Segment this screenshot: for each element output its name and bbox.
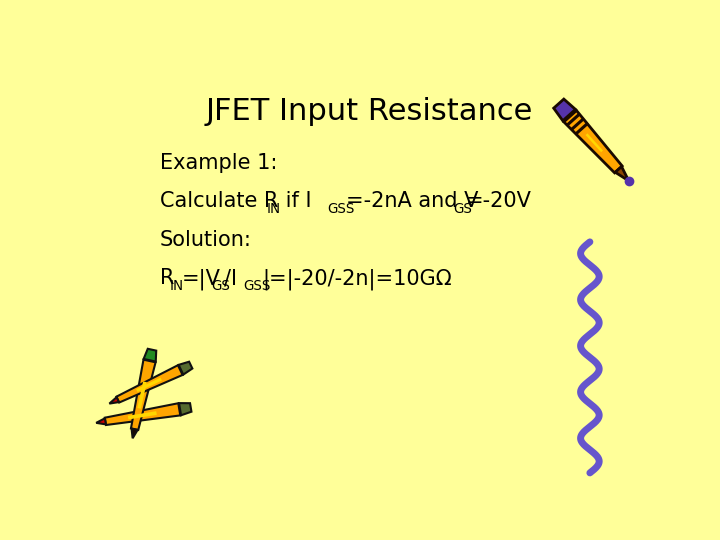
Text: GS: GS: [211, 279, 230, 293]
Polygon shape: [585, 133, 603, 152]
Text: =|V: =|V: [182, 268, 221, 290]
Text: =-2nA and V: =-2nA and V: [346, 191, 479, 211]
Polygon shape: [554, 99, 575, 121]
Polygon shape: [96, 418, 106, 424]
Polygon shape: [564, 111, 622, 173]
Text: GSS: GSS: [328, 202, 355, 216]
Text: GS: GS: [453, 202, 472, 216]
Text: /I: /I: [224, 268, 237, 288]
Polygon shape: [138, 381, 147, 409]
Text: IN: IN: [266, 202, 280, 216]
Text: =-20V: =-20V: [465, 191, 531, 211]
Polygon shape: [132, 429, 138, 438]
Text: Calculate R: Calculate R: [160, 191, 278, 211]
Text: Example 1:: Example 1:: [160, 153, 277, 173]
Text: GSS: GSS: [243, 279, 271, 293]
Text: JFET Input Resistance: JFET Input Resistance: [205, 97, 533, 125]
Polygon shape: [117, 365, 183, 402]
Text: |=|-20/-2n|=10GΩ: |=|-20/-2n|=10GΩ: [262, 268, 451, 290]
Polygon shape: [128, 411, 157, 420]
Text: if I: if I: [279, 191, 312, 211]
Polygon shape: [615, 166, 629, 181]
Text: IN: IN: [169, 279, 184, 293]
Polygon shape: [136, 377, 162, 392]
Polygon shape: [143, 349, 156, 362]
Polygon shape: [179, 362, 192, 375]
Polygon shape: [575, 122, 589, 136]
Polygon shape: [105, 403, 180, 425]
Polygon shape: [566, 113, 580, 126]
Polygon shape: [109, 397, 119, 403]
Text: R: R: [160, 268, 174, 288]
Polygon shape: [179, 403, 192, 415]
Polygon shape: [570, 117, 585, 131]
Text: Solution:: Solution:: [160, 230, 251, 249]
Polygon shape: [131, 360, 156, 430]
